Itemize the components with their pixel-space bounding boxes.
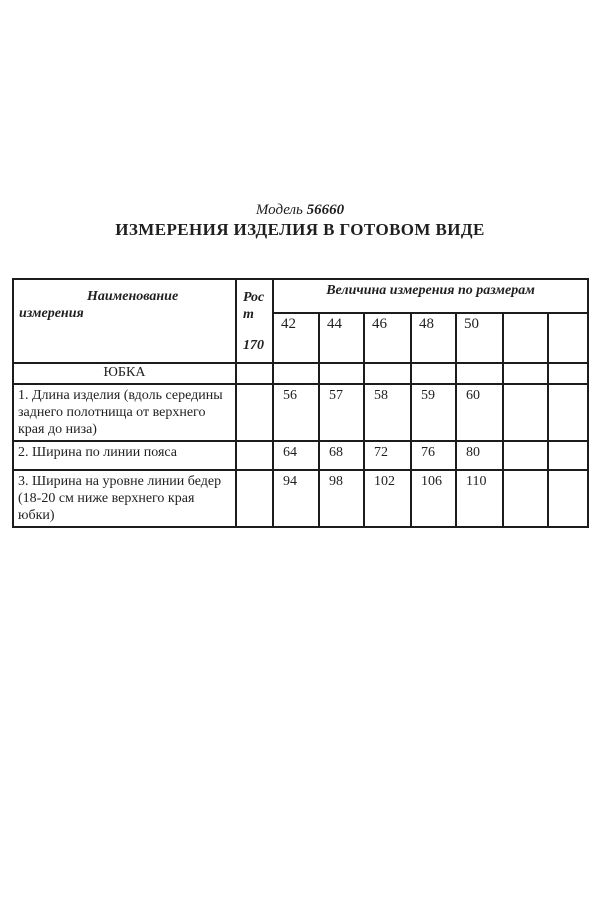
size-value-cell-empty	[502, 440, 549, 471]
table-row: 1. Длина изделия (вдоль середины заднего…	[12, 383, 590, 442]
size-value-cell: 68	[318, 440, 365, 471]
measurements-table: Наименование измерения Рост 170 Величина…	[12, 278, 590, 528]
size-value-cell: 72	[363, 440, 412, 471]
size-value-cell-empty	[546, 440, 590, 471]
size-value-cell-empty	[502, 383, 549, 442]
section-row: ЮБКА	[12, 362, 590, 385]
empty-cell	[455, 362, 504, 385]
size-column-header: 48	[410, 312, 457, 364]
height-cell	[235, 440, 274, 471]
size-value-cell: 110	[455, 469, 504, 528]
size-value-cell: 59	[410, 383, 457, 442]
size-value-cell: 58	[363, 383, 412, 442]
header-row: Наименование измерения Рост 170 Величина…	[12, 278, 590, 364]
size-value-cell: 80	[455, 440, 504, 471]
size-value-cell: 57	[318, 383, 365, 442]
height-column-header: Рост 170	[235, 278, 274, 364]
size-column-header: 44	[318, 312, 365, 364]
size-value-cell: 106	[410, 469, 457, 528]
empty-cell	[410, 362, 457, 385]
title-block: Модель 56660 ИЗМЕРЕНИЯ ИЗДЕЛИЯ В ГОТОВОМ…	[0, 0, 600, 241]
model-label: Модель 56660	[0, 201, 600, 219]
height-label: Рост	[243, 290, 265, 322]
size-column-header-empty	[546, 312, 590, 364]
empty-cell	[546, 362, 590, 385]
measurement-name: 2. Ширина по линии пояса	[12, 440, 237, 471]
size-value-cell-empty	[502, 469, 549, 528]
size-column-header: 50	[455, 312, 504, 364]
sizes-group-header: Величина измерения по размерам	[271, 278, 590, 314]
size-value-cell: 64	[272, 440, 320, 471]
name-column-header: Наименование измерения	[12, 278, 237, 364]
height-cell	[235, 469, 274, 528]
empty-cell	[363, 362, 412, 385]
size-value-cell-empty	[546, 469, 590, 528]
model-number: 56660	[306, 202, 345, 218]
empty-cell	[235, 362, 274, 385]
size-column-header-empty	[502, 312, 549, 364]
size-value-cell: 56	[272, 383, 320, 442]
height-value: 170	[243, 338, 264, 353]
size-column-header: 46	[363, 312, 412, 364]
table-row: 2. Ширина по линии пояса 64 68 72 76 80	[12, 440, 590, 471]
empty-cell	[318, 362, 365, 385]
table-row: 3. Ширина на уровне линии бедер (18-20 с…	[12, 469, 590, 528]
size-value-cell: 76	[410, 440, 457, 471]
empty-cell	[272, 362, 320, 385]
page-title: ИЗМЕРЕНИЯ ИЗДЕЛИЯ В ГОТОВОМ ВИДЕ	[115, 220, 485, 239]
height-cell	[235, 383, 274, 442]
size-value-cell: 102	[363, 469, 412, 528]
measurement-name: 1. Длина изделия (вдоль середины заднего…	[12, 383, 237, 442]
size-value-cell: 60	[455, 383, 504, 442]
model-word: Модель	[255, 202, 303, 218]
size-column-header: 42	[272, 312, 320, 364]
measurement-name: 3. Ширина на уровне линии бедер (18-20 с…	[12, 469, 237, 528]
empty-cell	[502, 362, 549, 385]
size-value-cell: 98	[318, 469, 365, 528]
size-value-cell: 94	[272, 469, 320, 528]
sizes-header-row: 42 44 46 48 50	[13, 312, 590, 364]
size-value-cell-empty	[546, 383, 590, 442]
section-label: ЮБКА	[12, 362, 237, 385]
